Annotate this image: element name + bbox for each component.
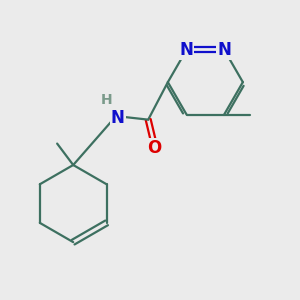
Text: O: O	[148, 139, 162, 157]
Text: H: H	[100, 93, 112, 107]
Text: N: N	[217, 41, 231, 59]
Text: N: N	[180, 41, 194, 59]
Text: N: N	[111, 109, 125, 127]
